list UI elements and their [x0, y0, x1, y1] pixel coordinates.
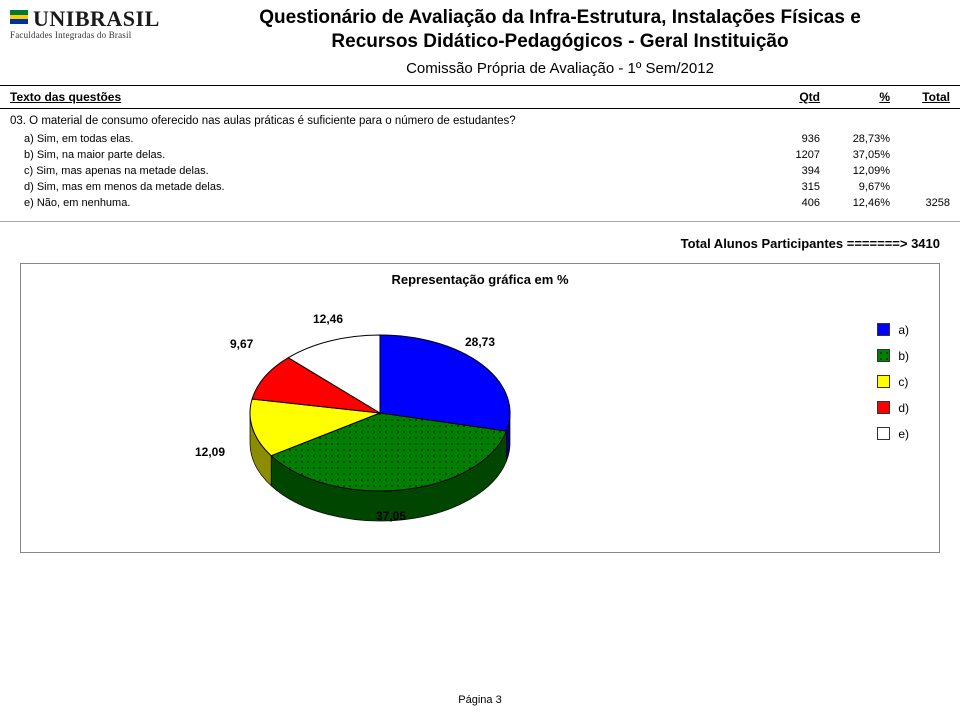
legend-item-c: c) — [877, 375, 909, 389]
answer-label: c) Sim, mas apenas na metade delas. — [10, 165, 750, 177]
answer-pct: 12,09% — [820, 165, 890, 177]
col-header-qtd: Qtd — [750, 90, 820, 104]
legend-item-b: b) — [877, 349, 909, 363]
answer-row: e) Não, em nenhuma.40612,46%3258 — [10, 195, 950, 211]
answer-qtd: 406 — [750, 197, 820, 209]
header-titles: Questionário de Avaliação da Infra-Estru… — [170, 6, 950, 77]
answer-qtd: 936 — [750, 133, 820, 145]
answer-row: d) Sim, mas em menos da metade delas.315… — [10, 179, 950, 195]
answer-qtd: 1207 — [750, 149, 820, 161]
answer-label: b) Sim, na maior parte delas. — [10, 149, 750, 161]
logo: UNIBRASIL Faculdades Integradas do Brasi… — [10, 6, 170, 40]
answer-qtd: 315 — [750, 181, 820, 193]
legend-label: a) — [898, 323, 909, 337]
page-title: Questionário de Avaliação da Infra-Estru… — [170, 6, 950, 54]
answer-total — [890, 149, 950, 161]
answer-pct: 28,73% — [820, 133, 890, 145]
pct-label-c: 12,09 — [195, 445, 225, 459]
legend-item-d: d) — [877, 401, 909, 415]
answer-row: c) Sim, mas apenas na metade delas.39412… — [10, 163, 950, 179]
legend-label: d) — [898, 401, 909, 415]
answers-list: a) Sim, em todas elas.93628,73%b) Sim, n… — [10, 131, 950, 211]
answer-total — [890, 133, 950, 145]
page-footer: Página 3 — [0, 694, 960, 706]
header: UNIBRASIL Faculdades Integradas do Brasi… — [0, 0, 960, 86]
pct-label-b: 37,05 — [376, 509, 406, 523]
totals-line: Total Alunos Participantes =======> 3410 — [0, 222, 960, 257]
col-header-text: Texto das questões — [10, 90, 750, 104]
question-block: 03. O material de consumo oferecido nas … — [0, 109, 960, 222]
logo-name: UNIBRASIL — [33, 6, 160, 32]
legend-label: e) — [898, 427, 909, 441]
answer-total — [890, 165, 950, 177]
answer-qtd: 394 — [750, 165, 820, 177]
answer-label: d) Sim, mas em menos da metade delas. — [10, 181, 750, 193]
legend-label: c) — [898, 375, 908, 389]
pct-label-a: 28,73 — [465, 335, 495, 349]
legend-label: b) — [898, 349, 909, 363]
answer-row: a) Sim, em todas elas.93628,73% — [10, 131, 950, 147]
legend: a) b) c) d) e) — [877, 323, 909, 453]
answer-pct: 9,67% — [820, 181, 890, 193]
chart-area: 28,73 37,05 12,09 9,67 12,46 a) b) c) d) e) — [33, 293, 927, 533]
page: { "logo": { "name": "UNIBRASIL", "taglin… — [0, 0, 960, 714]
col-header-total: Total — [890, 90, 950, 104]
answer-total: 3258 — [890, 197, 950, 209]
pct-label-e: 12,46 — [313, 312, 343, 326]
pct-label-d: 9,67 — [230, 337, 253, 351]
column-header-row: Texto das questões Qtd % Total — [0, 86, 960, 109]
legend-swatch-icon — [877, 427, 890, 440]
answer-row: b) Sim, na maior parte delas.120737,05% — [10, 147, 950, 163]
legend-item-e: e) — [877, 427, 909, 441]
chart-box: Representação gráfica em % 28,73 37,05 12,… — [20, 263, 940, 553]
title-line-2: Recursos Didático-Pedagógicos - Geral In… — [331, 31, 788, 52]
page-subtitle: Comissão Própria de Avaliação - 1º Sem/2… — [170, 60, 950, 77]
legend-swatch-icon — [877, 323, 890, 336]
answer-total — [890, 181, 950, 193]
legend-swatch-icon — [877, 349, 890, 362]
answer-pct: 37,05% — [820, 149, 890, 161]
answer-label: e) Não, em nenhuma. — [10, 197, 750, 209]
col-header-pct: % — [820, 90, 890, 104]
legend-swatch-icon — [877, 375, 890, 388]
answer-pct: 12,46% — [820, 197, 890, 209]
chart-title: Representação gráfica em % — [33, 272, 927, 287]
title-line-1: Questionário de Avaliação da Infra-Estru… — [259, 7, 861, 28]
question-text: 03. O material de consumo oferecido nas … — [10, 115, 950, 127]
legend-item-a: a) — [877, 323, 909, 337]
answer-label: a) Sim, em todas elas. — [10, 133, 750, 145]
legend-swatch-icon — [877, 401, 890, 414]
logo-flag-icon — [10, 10, 28, 24]
